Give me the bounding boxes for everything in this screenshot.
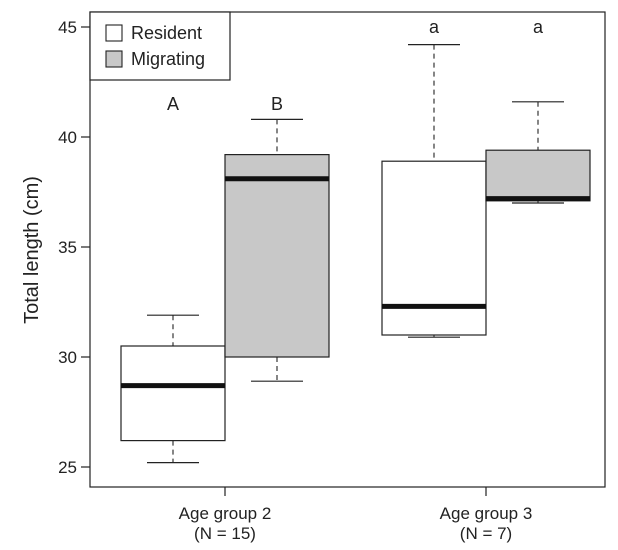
x-axis: Age group 2(N = 15) Age group 3(N = 7) [179, 487, 533, 543]
significance-labels: A Ba a [167, 17, 544, 114]
legend: Resident Migrating [89, 11, 231, 81]
y-tick-label: 35 [58, 238, 77, 257]
legend-frame [89, 11, 231, 81]
y-axis: 25 30 35 40 45 [58, 18, 90, 477]
y-tick-label: 40 [58, 128, 77, 147]
box-iqr [120, 345, 226, 442]
significance-label: A [167, 94, 179, 114]
x-tick-n-label: (N = 7) [460, 524, 512, 543]
box-resident [381, 43, 487, 338]
y-axis-title: Total length (cm) [21, 176, 43, 324]
x-tick-label: Age group 2 [179, 504, 272, 523]
box-iqr [381, 160, 487, 336]
y-tick-label: 30 [58, 348, 77, 367]
x-tick-n-label: (N = 15) [194, 524, 256, 543]
plot-frame [89, 11, 606, 488]
box-resident [120, 314, 226, 464]
legend-label: Resident [131, 23, 202, 43]
y-tick-label: 25 [58, 458, 77, 477]
significance-label: a [429, 17, 440, 37]
box-migrating [224, 118, 330, 382]
box-migrating [485, 101, 591, 204]
x-tick-label: Age group 3 [440, 504, 533, 523]
significance-label: B [271, 94, 283, 114]
box-iqr [485, 149, 591, 202]
box-iqr [224, 154, 330, 358]
boxes-layer [120, 43, 591, 464]
significance-label: a [533, 17, 544, 37]
legend-swatch [105, 24, 123, 42]
legend-swatch [105, 50, 123, 68]
legend-label: Migrating [131, 49, 205, 69]
y-tick-label: 45 [58, 18, 77, 37]
